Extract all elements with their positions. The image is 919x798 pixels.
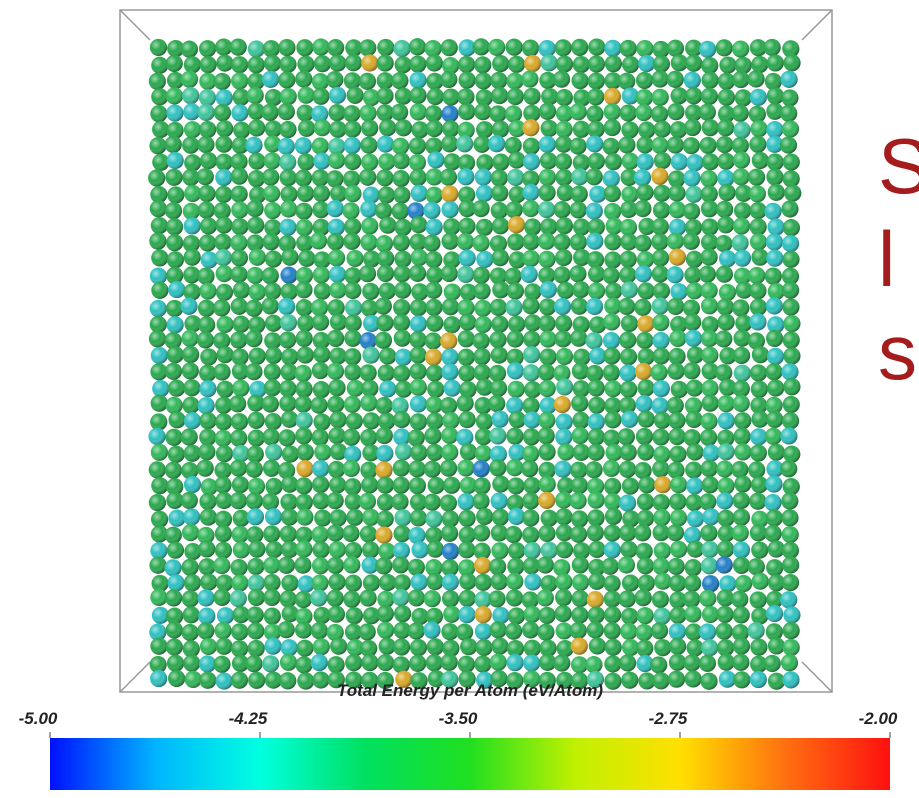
tick-label: -2.00 xyxy=(859,709,898,728)
colorbar-title: Total Energy per Atom (eV/Atom) xyxy=(337,681,603,700)
tick-label: -3.50 xyxy=(439,709,478,728)
side-text-line: l xyxy=(878,215,895,303)
figure: Total Energy per Atom (eV/Atom) -5.00 -4.… xyxy=(0,0,919,798)
side-text: Sls xyxy=(878,122,919,396)
tick-label: -5.00 xyxy=(19,709,58,728)
tick-label: -4.25 xyxy=(229,709,268,728)
colorbar xyxy=(50,738,890,790)
atom-slab xyxy=(148,38,801,690)
side-text-line: S xyxy=(878,122,919,210)
tick-label: -2.75 xyxy=(649,709,688,728)
colorbar-ticks: -5.00 -4.25 -3.50 -2.75 -2.00 xyxy=(19,709,898,738)
side-text-line: s xyxy=(878,308,917,396)
page: {"chart_data": {"type": "colorbar", "tit… xyxy=(0,0,919,798)
